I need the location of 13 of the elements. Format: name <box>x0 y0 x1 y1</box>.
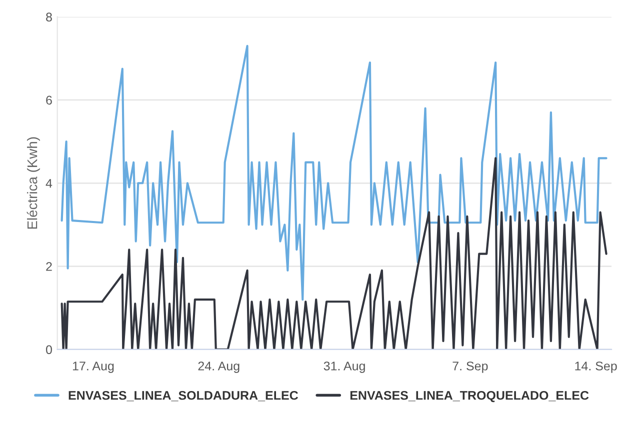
x-tick-label: 24. Aug <box>198 362 240 373</box>
legend-label: ENVASES_LINEA_TROQUELADO_ELEC <box>350 390 589 402</box>
y-tick-label: 4 <box>46 179 52 188</box>
y-tick-label: 2 <box>46 262 52 271</box>
y-tick-label: 0 <box>46 345 52 354</box>
x-tick-label: 7. Sep <box>452 362 488 373</box>
y-axis-title: Eléctrica (Kwh) <box>26 137 40 229</box>
legend-label: ENVASES_LINEA_SOLDADURA_ELEC <box>68 390 298 402</box>
x-tick-label: 14. Sep <box>575 362 617 373</box>
x-tick-label: 17. Aug <box>72 362 114 373</box>
x-tick-label: 31. Aug <box>324 362 365 373</box>
y-tick-label: 6 <box>46 96 52 105</box>
y-tick-label: 8 <box>46 12 52 22</box>
